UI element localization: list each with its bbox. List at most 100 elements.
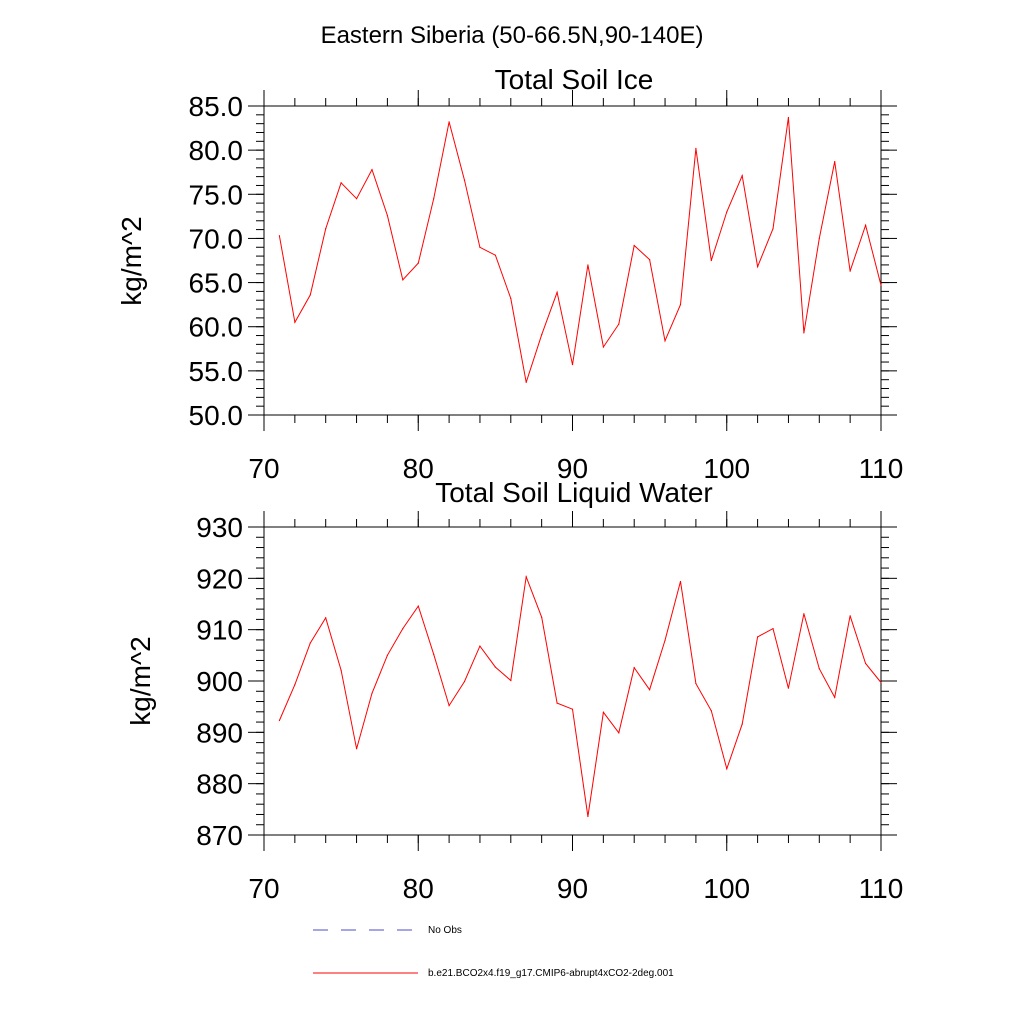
data-point <box>571 364 574 366</box>
x-tick-label: 70 <box>248 453 279 484</box>
data-point <box>587 264 589 266</box>
data-point <box>757 266 759 268</box>
data-point <box>463 680 466 683</box>
data-point <box>386 214 388 217</box>
data-point <box>541 616 543 618</box>
data-series <box>278 574 882 818</box>
data-point <box>818 237 820 240</box>
data-point <box>510 297 512 300</box>
data-point <box>340 182 342 184</box>
panel-total-soil-ice: Total Soil Ice kg/m^2 50.0 55.0 60.0 65.0 70… <box>116 64 903 484</box>
data-point <box>864 224 867 226</box>
data-point <box>695 682 697 685</box>
data-point <box>633 667 635 669</box>
data-point <box>479 645 481 647</box>
legend-label-no-obs: No Obs <box>428 925 462 936</box>
data-point <box>726 211 728 213</box>
data-point <box>278 719 281 722</box>
data-point <box>818 668 820 670</box>
axes-frame <box>263 105 882 416</box>
data-point <box>587 815 589 818</box>
data-point <box>402 628 404 630</box>
data-point <box>510 679 512 682</box>
panel-title: Total Soil Ice <box>495 64 654 95</box>
y-tick-label: 80.0 <box>189 135 244 166</box>
y-axis-label: kg/m^2 <box>125 636 156 725</box>
legend-label-model: b.e21.BCO2x4.f19_g17.CMIP6-abrupt4xCO2-2… <box>428 968 674 979</box>
data-point <box>494 254 496 256</box>
y-tick-label: 910 <box>196 615 243 646</box>
data-point <box>541 334 543 336</box>
x-tick-label: 110 <box>859 453 904 484</box>
data-point <box>417 262 419 264</box>
data-point <box>433 653 435 655</box>
y-tick-label: 50.0 <box>189 400 244 431</box>
data-point <box>309 294 311 296</box>
axis-ticks: 50.0 55.0 60.0 65.0 70.0 75.0 80.0 85.0 70 80 90 10… <box>189 90 904 484</box>
data-point <box>602 346 604 348</box>
data-point <box>757 636 759 638</box>
data-point <box>679 580 682 583</box>
data-point <box>340 669 342 671</box>
y-tick-label: 75.0 <box>189 179 244 210</box>
y-tick-label: 60.0 <box>189 312 244 343</box>
data-point <box>433 198 435 200</box>
data-point <box>787 116 790 119</box>
data-point <box>741 175 743 177</box>
data-point <box>525 576 527 578</box>
data-point <box>803 613 805 615</box>
data-point <box>325 228 327 230</box>
y-tick-label: 890 <box>196 717 243 748</box>
data-point <box>695 147 697 149</box>
x-tick-label: 80 <box>403 873 434 904</box>
data-point <box>664 340 666 342</box>
data-point <box>294 321 296 323</box>
y-tick-label: 65.0 <box>189 268 244 299</box>
x-tick-label: 70 <box>248 873 279 904</box>
data-point <box>664 639 666 642</box>
data-point <box>448 121 450 123</box>
data-point <box>355 748 358 750</box>
axis-ticks: 870 880 890 900 910 920 930 70 80 90 100 110 <box>196 511 903 904</box>
data-point <box>787 687 790 689</box>
panel-title: Total Soil Liquid Water <box>435 477 713 508</box>
data-point <box>556 291 558 293</box>
data-point <box>494 666 496 668</box>
y-tick-label: 900 <box>196 666 243 697</box>
data-point <box>525 381 527 383</box>
figure-title: Eastern Siberia (50-66.5N,90-140E) <box>321 22 704 49</box>
data-point <box>556 702 558 704</box>
x-tick-label: 90 <box>557 453 588 484</box>
data-point <box>849 615 851 617</box>
x-tick-label: 110 <box>859 873 904 904</box>
data-point <box>386 654 388 656</box>
data-series <box>278 116 882 383</box>
y-tick-label: 70.0 <box>189 223 244 254</box>
data-point <box>710 710 712 712</box>
data-point <box>726 768 728 770</box>
y-tick-label: 930 <box>196 512 243 543</box>
data-point <box>355 198 358 200</box>
data-point <box>880 681 882 684</box>
y-tick-label: 55.0 <box>189 356 244 387</box>
data-point <box>417 605 419 607</box>
data-point <box>710 259 712 262</box>
data-point <box>633 244 635 247</box>
data-point <box>772 628 774 630</box>
series-line <box>278 117 882 383</box>
plot-frame <box>263 526 882 836</box>
data-point <box>294 683 296 686</box>
data-point <box>371 168 373 171</box>
axes-frame <box>263 526 882 836</box>
data-point <box>849 270 851 272</box>
data-point <box>618 323 620 325</box>
y-tick-label: 870 <box>196 820 243 851</box>
data-point <box>741 723 743 725</box>
x-tick-label: 100 <box>703 873 750 904</box>
data-point <box>325 617 327 619</box>
data-point <box>371 692 373 694</box>
panel-total-soil-liquid-water: Total Soil Liquid Water kg/m^2 870 880 890… <box>125 477 903 904</box>
y-tick-label: 880 <box>196 769 243 800</box>
data-point <box>649 689 651 691</box>
x-tick-label: 80 <box>403 453 434 484</box>
